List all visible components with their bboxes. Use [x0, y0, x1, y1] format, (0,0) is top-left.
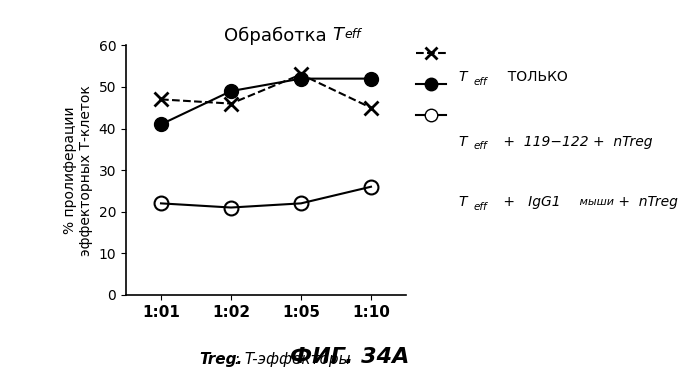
Text: +  nTreg: + nTreg [614, 195, 678, 209]
Text: eff: eff [474, 77, 487, 87]
Text: $\it{T}$: $\it{T}$ [458, 135, 470, 149]
Text: $\it{T}$: $\it{T}$ [458, 195, 470, 209]
Text: Обработка: Обработка [224, 26, 338, 45]
Text: мыши: мыши [576, 197, 614, 207]
Text: +   IgG1: + IgG1 [499, 195, 561, 209]
Text: eff: eff [474, 141, 487, 151]
Text: ФИГ. 34А: ФИГ. 34А [290, 347, 410, 367]
Text: $\it{T}$: $\it{T}$ [458, 70, 470, 85]
Text: eff: eff [474, 202, 487, 212]
Text: : T-эффекторы: : T-эффекторы [230, 352, 350, 367]
Y-axis label: % пролиферации
эффекторных Т-клеток: % пролиферации эффекторных Т-клеток [63, 85, 93, 256]
Legend: , , : , , [416, 47, 453, 122]
Text: +  119−122 +  nTreg: + 119−122 + nTreg [499, 135, 652, 149]
Text: eff: eff [344, 28, 361, 41]
Text: $\it{T}$: $\it{T}$ [332, 26, 346, 45]
Text: Treg.: Treg. [199, 352, 243, 367]
Text: ТОЛЬКО: ТОЛЬКО [499, 70, 568, 85]
